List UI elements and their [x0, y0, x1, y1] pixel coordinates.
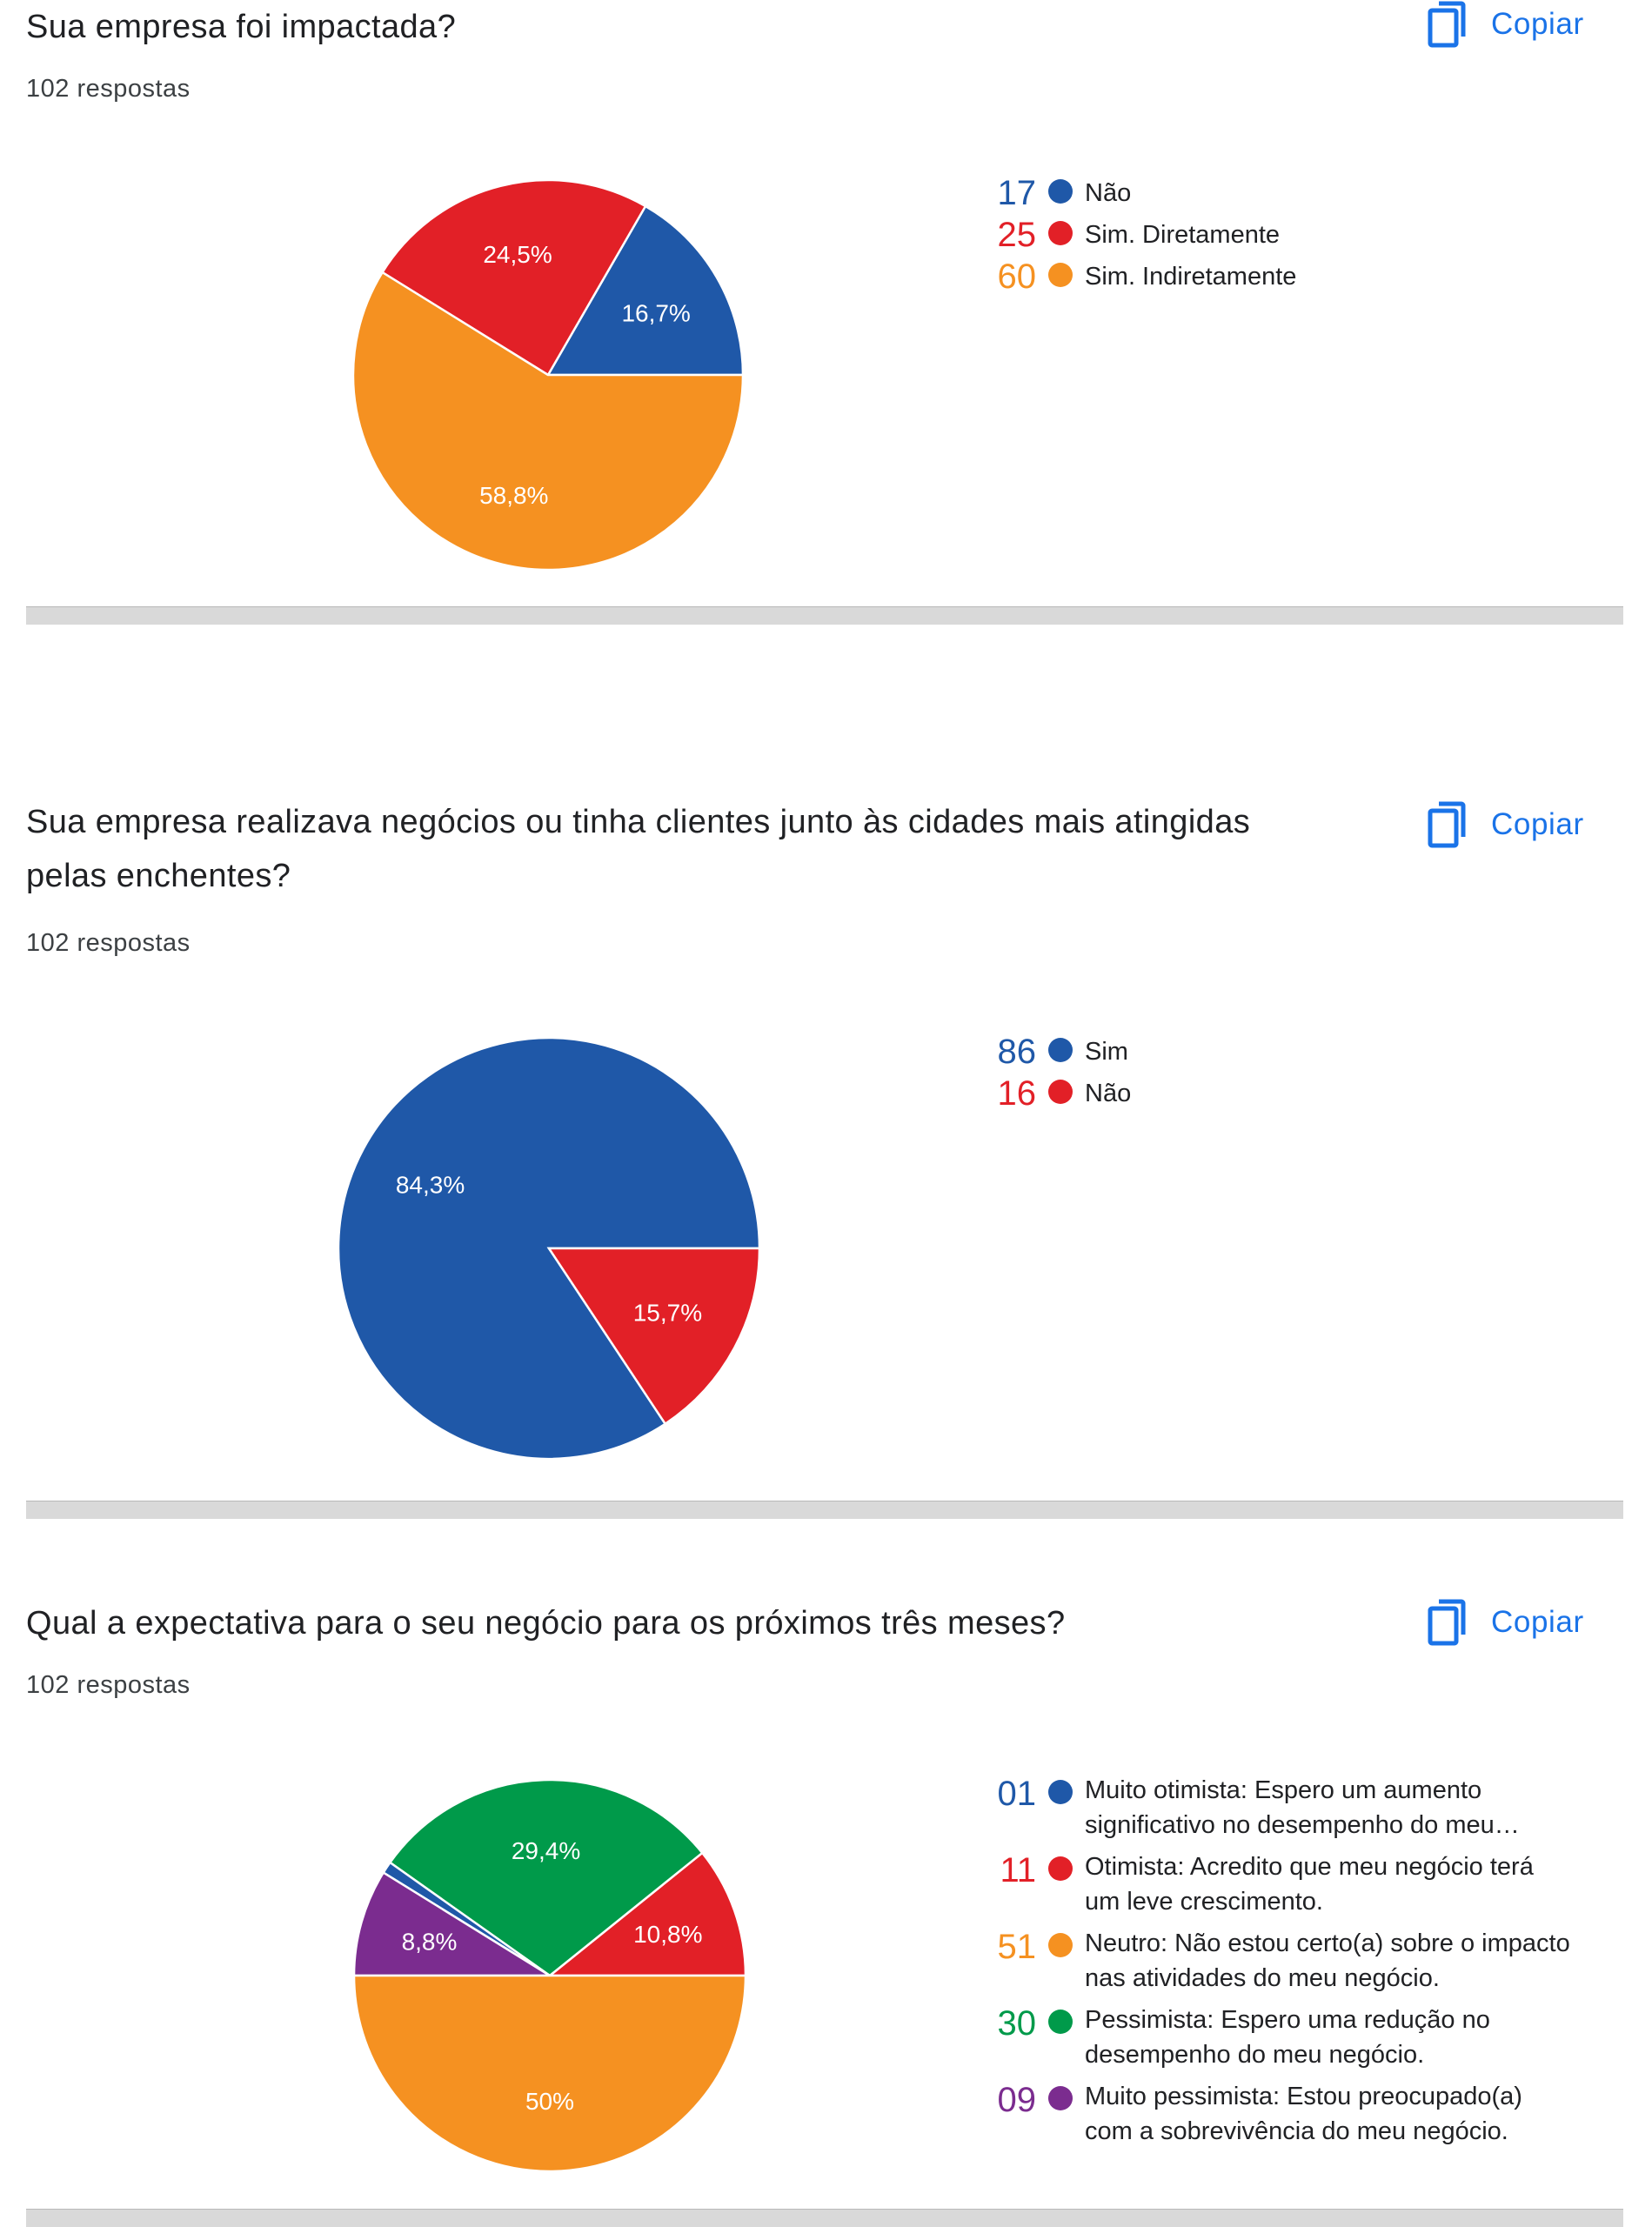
pie-chart-1: 16,7% 24,5% 58,8% [351, 178, 745, 572]
slice-percent-label: 10,8% [633, 1921, 702, 1948]
legend-dot [1048, 2010, 1073, 2034]
copy-icon [1428, 801, 1466, 848]
legend-label: Não [1085, 179, 1132, 207]
legend-count: 60 [997, 257, 1037, 296]
copy-button[interactable]: Copiar [1427, 800, 1584, 849]
slice-percent-label: 15,7% [633, 1299, 702, 1326]
question-title: Qual a expectativa para o seu negócio pa… [26, 1605, 1066, 1642]
pie-slice-otimista-acredito-que-meu-nego [546, 1851, 747, 1977]
pie-slice-nao [546, 1247, 761, 1426]
legend-1: 17 Não 25 Sim. Diretamente 60 Sim. Indiretame… [987, 172, 1572, 298]
pie-slice-neutro-nao-estou-certo-a-sobre [352, 1974, 747, 2173]
legend-label: Pessimista: Espero uma redução no desemp… [1085, 2006, 1490, 2069]
slice-percent-label: 84,3% [396, 1172, 465, 1199]
card-bottom-divider [26, 1501, 1623, 1519]
response-count: 102 respostas [26, 75, 191, 103]
legend-item-muito-pessimista-estou-preocup: 09 Muito pessimista: Estou preocupado(a) … [987, 2079, 1572, 2149]
pie-slice-nao [545, 204, 745, 377]
legend-dot [1048, 263, 1073, 287]
slice-percent-label: 24,5% [483, 241, 552, 268]
legend-label: Otimista: Acredito que meu negócio terá … [1085, 1853, 1534, 1916]
legend-dot [1048, 1080, 1073, 1104]
copy-label: Copiar [1491, 807, 1584, 841]
legend-count: 11 [1000, 1851, 1036, 1889]
pie-chart-2: 84,3% 15,7% [337, 1036, 761, 1461]
question-card-3: Qual a expectativa para o seu negócio pa… [0, 1596, 1652, 2227]
legend-label: Neutro: Não estou certo(a) sobre o impac… [1085, 1929, 1570, 1992]
pie-slice-sim-indiretamente [351, 271, 745, 572]
slice-percent-label: 50% [525, 2088, 574, 2115]
copy-button[interactable]: Copiar [1427, 1598, 1584, 1647]
copy-label: Copiar [1491, 1605, 1584, 1639]
copy-label: Copiar [1491, 7, 1584, 41]
question-card-1: Sua empresa foi impactada? 102 respostas… [0, 0, 1652, 661]
legend-item-otimista-acredito-que-meu-nego: 11 Otimista: Acredito que meu negócio ter… [987, 1849, 1572, 1919]
legend-item-sim-indiretamente: 60 Sim. Indiretamente [987, 256, 1572, 298]
slice-percent-label: 16,7% [621, 299, 690, 326]
copy-icon [1428, 1599, 1466, 1646]
legend-dot [1048, 1856, 1073, 1881]
legend-item-sim: 86 Sim [987, 1031, 1572, 1073]
legend-label: Sim. Diretamente [1085, 221, 1281, 249]
legend-3: 01 Muito otimista: Espero um aumento sign… [987, 1773, 1572, 2156]
legend-count: 51 [997, 1928, 1037, 1966]
legend-count: 86 [997, 1033, 1037, 1071]
legend-item-nao: 16 Não [987, 1073, 1572, 1114]
legend-count: 01 [997, 1775, 1037, 1813]
legend-count: 16 [997, 1074, 1037, 1113]
copy-icon [1428, 1, 1466, 48]
legend-item-pessimista-espero-uma-reducao-: 30 Pessimista: Espero uma redução no dese… [987, 2003, 1572, 2072]
question-title: Sua empresa foi impactada? [26, 9, 457, 45]
question-card-2: Sua empresa realizava negócios ou tinha … [0, 795, 1652, 1526]
pie-slice-sim [337, 1036, 761, 1461]
pie-chart-3: 10,8% 29,4% 8,8% 50% [352, 1778, 747, 2173]
copy-button[interactable]: Copiar [1427, 0, 1584, 49]
legend-label: Não [1085, 1080, 1132, 1107]
legend-label: Sim. Indiretamente [1085, 263, 1297, 291]
card-bottom-divider [26, 2209, 1623, 2227]
slice-percent-label: 58,8% [479, 482, 548, 509]
legend-item-nao: 17 Não [987, 172, 1572, 214]
pie-slice-muito-pessimista-estou-preocup [352, 1870, 554, 1977]
legend-dot [1048, 1780, 1073, 1804]
legend-count: 09 [997, 2081, 1037, 2119]
legend-2: 86 Sim 16 Não [987, 1031, 1572, 1114]
legend-count: 17 [997, 174, 1037, 212]
legend-dot [1048, 1038, 1073, 1062]
legend-dot [1048, 1933, 1073, 1957]
response-count: 102 respostas [26, 1671, 191, 1699]
legend-dot [1048, 179, 1073, 204]
legend-item-sim-diretamente: 25 Sim. Diretamente [987, 214, 1572, 256]
legend-label: Sim [1085, 1038, 1128, 1066]
legend-label: Muito otimista: Espero um aumento signif… [1085, 1776, 1520, 1839]
card-bottom-divider [26, 606, 1623, 625]
legend-count: 30 [997, 2004, 1037, 2043]
question-title: Sua empresa realizava negócios ou tinha … [26, 804, 1251, 894]
slice-percent-label: 29,4% [512, 1837, 580, 1864]
legend-label: Muito pessimista: Estou preocupado(a) co… [1085, 2083, 1522, 2145]
legend-item-muito-otimista-espero-um-aumen: 01 Muito otimista: Espero um aumento sign… [987, 1773, 1572, 1842]
legend-dot [1048, 2086, 1073, 2110]
legend-dot [1048, 221, 1073, 245]
legend-item-neutro-nao-estou-certo-a-sobre: 51 Neutro: Não estou certo(a) sobre o imp… [987, 1926, 1572, 1996]
slice-percent-label: 8,8% [402, 1929, 458, 1956]
legend-count: 25 [997, 216, 1037, 254]
pie-slice-pessimista-espero-uma-reducao- [388, 1778, 705, 1977]
response-count: 102 respostas [26, 929, 191, 957]
pie-slice-sim-diretamente [380, 178, 647, 377]
